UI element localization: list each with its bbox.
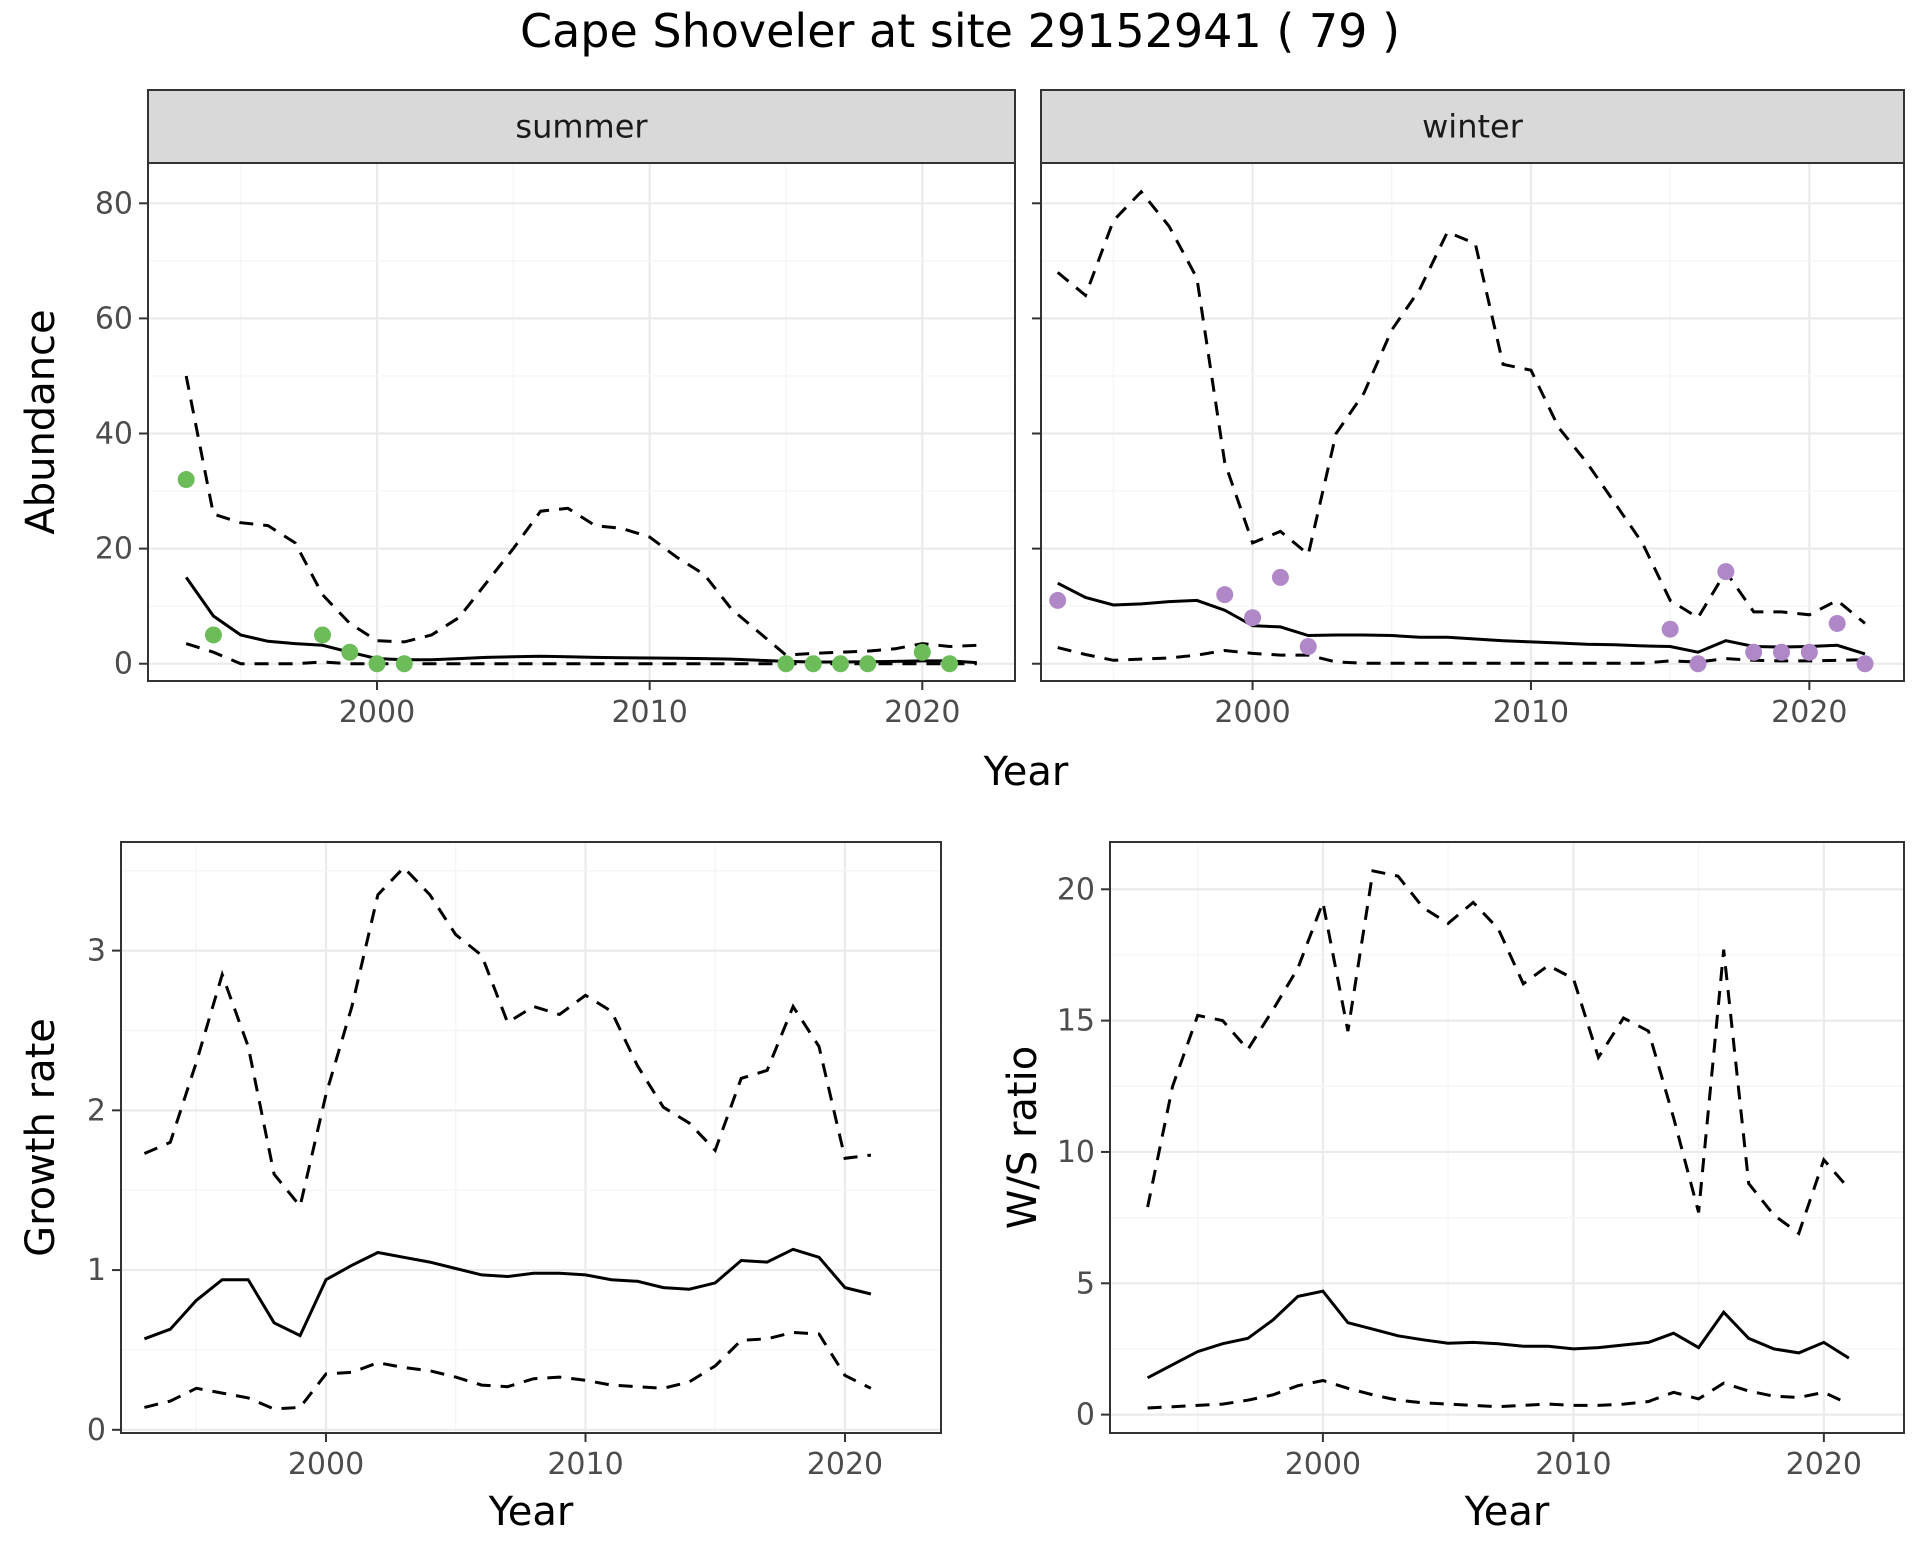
data-point bbox=[777, 655, 795, 673]
data-point bbox=[1828, 614, 1846, 632]
facet-strip bbox=[147, 89, 1016, 164]
data-point bbox=[941, 655, 959, 673]
x-tick-label: 2010 bbox=[611, 695, 687, 730]
y-tick-label: 0 bbox=[87, 1413, 106, 1448]
facet-strip-label: winter bbox=[1422, 108, 1524, 146]
panel-background bbox=[121, 842, 941, 1433]
panel-summer: summer 2000 2010 2020 0 20 40 60 80 Abundance bbox=[18, 89, 1016, 730]
data-point bbox=[395, 655, 413, 673]
x-tick-label: 2020 bbox=[1771, 695, 1847, 730]
data-point bbox=[1299, 637, 1317, 655]
data-point bbox=[1800, 643, 1818, 661]
y-tick-label: 2 bbox=[87, 1093, 106, 1128]
panel-border bbox=[120, 841, 942, 1434]
panel-background bbox=[1110, 842, 1904, 1433]
x-tick-label: 2000 bbox=[288, 1447, 364, 1482]
data-point bbox=[1271, 568, 1289, 586]
plot-area bbox=[143, 865, 872, 1411]
data-point bbox=[1745, 643, 1763, 661]
y-axis-title: Abundance bbox=[18, 309, 64, 534]
y-tick-label: 15 bbox=[1057, 1004, 1095, 1039]
x-axis-title: Year bbox=[1464, 1489, 1550, 1535]
y-tick-label: 0 bbox=[114, 647, 133, 682]
data-point bbox=[1049, 591, 1067, 609]
series-line-upper-bound bbox=[184, 375, 977, 657]
panel-winter: winter 2000 2010 2020 bbox=[1032, 89, 1905, 730]
series-line-lower-bound bbox=[144, 1330, 872, 1411]
y-tick-label: 40 bbox=[95, 417, 133, 452]
series-line-estimate bbox=[1146, 1289, 1850, 1380]
data-point bbox=[313, 626, 331, 644]
x-tick-label: 2020 bbox=[884, 695, 960, 730]
x-axis-title: Year bbox=[488, 1489, 574, 1535]
y-tick-label: 20 bbox=[1057, 872, 1095, 907]
data-point bbox=[1216, 586, 1234, 604]
series-line-estimate bbox=[1057, 581, 1866, 656]
y-tick-label: 60 bbox=[95, 301, 133, 336]
data-point bbox=[832, 655, 850, 673]
x-tick-label: 2000 bbox=[1214, 695, 1290, 730]
data-point bbox=[341, 643, 359, 661]
panel-growth: 2000 2010 2020 0 1 2 3 Year Growth rate bbox=[18, 841, 942, 1535]
data-point bbox=[204, 626, 222, 644]
panel-background bbox=[1041, 163, 1904, 681]
series-line-lower-bound bbox=[1057, 646, 1866, 665]
data-point bbox=[1661, 620, 1679, 638]
y-tick-label: 10 bbox=[1057, 1135, 1095, 1170]
plot-area bbox=[1146, 869, 1851, 1410]
y-axis-title: W/S ratio bbox=[1000, 1046, 1046, 1229]
data-point bbox=[859, 655, 877, 673]
x-tick-label: 2020 bbox=[1786, 1447, 1862, 1482]
data-point bbox=[177, 471, 195, 489]
data-point bbox=[1244, 609, 1262, 627]
panel-background bbox=[148, 163, 1015, 681]
data-point bbox=[1717, 563, 1735, 581]
series-line-upper-bound bbox=[1146, 869, 1851, 1236]
y-tick-label: 80 bbox=[95, 186, 133, 221]
chart-title: Cape Shoveler at site 29152941 ( 79 ) bbox=[520, 4, 1400, 58]
data-point bbox=[1689, 655, 1707, 673]
data-point bbox=[1856, 655, 1874, 673]
facet-strip-label: summer bbox=[515, 108, 648, 146]
x-tick-label: 2000 bbox=[1285, 1447, 1361, 1482]
series-line-estimate bbox=[143, 1247, 872, 1341]
top-x-axis-title: Year bbox=[983, 749, 1069, 795]
panel-border bbox=[1109, 841, 1905, 1434]
data-point bbox=[1773, 643, 1791, 661]
data-point bbox=[368, 655, 386, 673]
y-tick-label: 1 bbox=[87, 1253, 106, 1288]
y-tick-label: 5 bbox=[1076, 1266, 1095, 1301]
y-tick-label: 3 bbox=[87, 934, 106, 969]
x-tick-label: 2000 bbox=[339, 695, 415, 730]
x-tick-label: 2010 bbox=[1535, 1447, 1611, 1482]
x-tick-label: 2010 bbox=[1493, 695, 1569, 730]
y-tick-label: 0 bbox=[1076, 1398, 1095, 1433]
y-axis-title: Growth rate bbox=[18, 1018, 64, 1257]
x-tick-label: 2020 bbox=[807, 1447, 883, 1482]
data-point bbox=[913, 643, 931, 661]
panel-ratio: 2000 2010 2020 0 5 10 15 20 Year W/S ratio bbox=[1000, 841, 1905, 1535]
y-tick-label: 20 bbox=[95, 532, 133, 567]
series-line-upper-bound bbox=[143, 865, 872, 1210]
data-point bbox=[804, 655, 822, 673]
x-tick-label: 2010 bbox=[547, 1447, 623, 1482]
facet-strip bbox=[1040, 89, 1905, 164]
